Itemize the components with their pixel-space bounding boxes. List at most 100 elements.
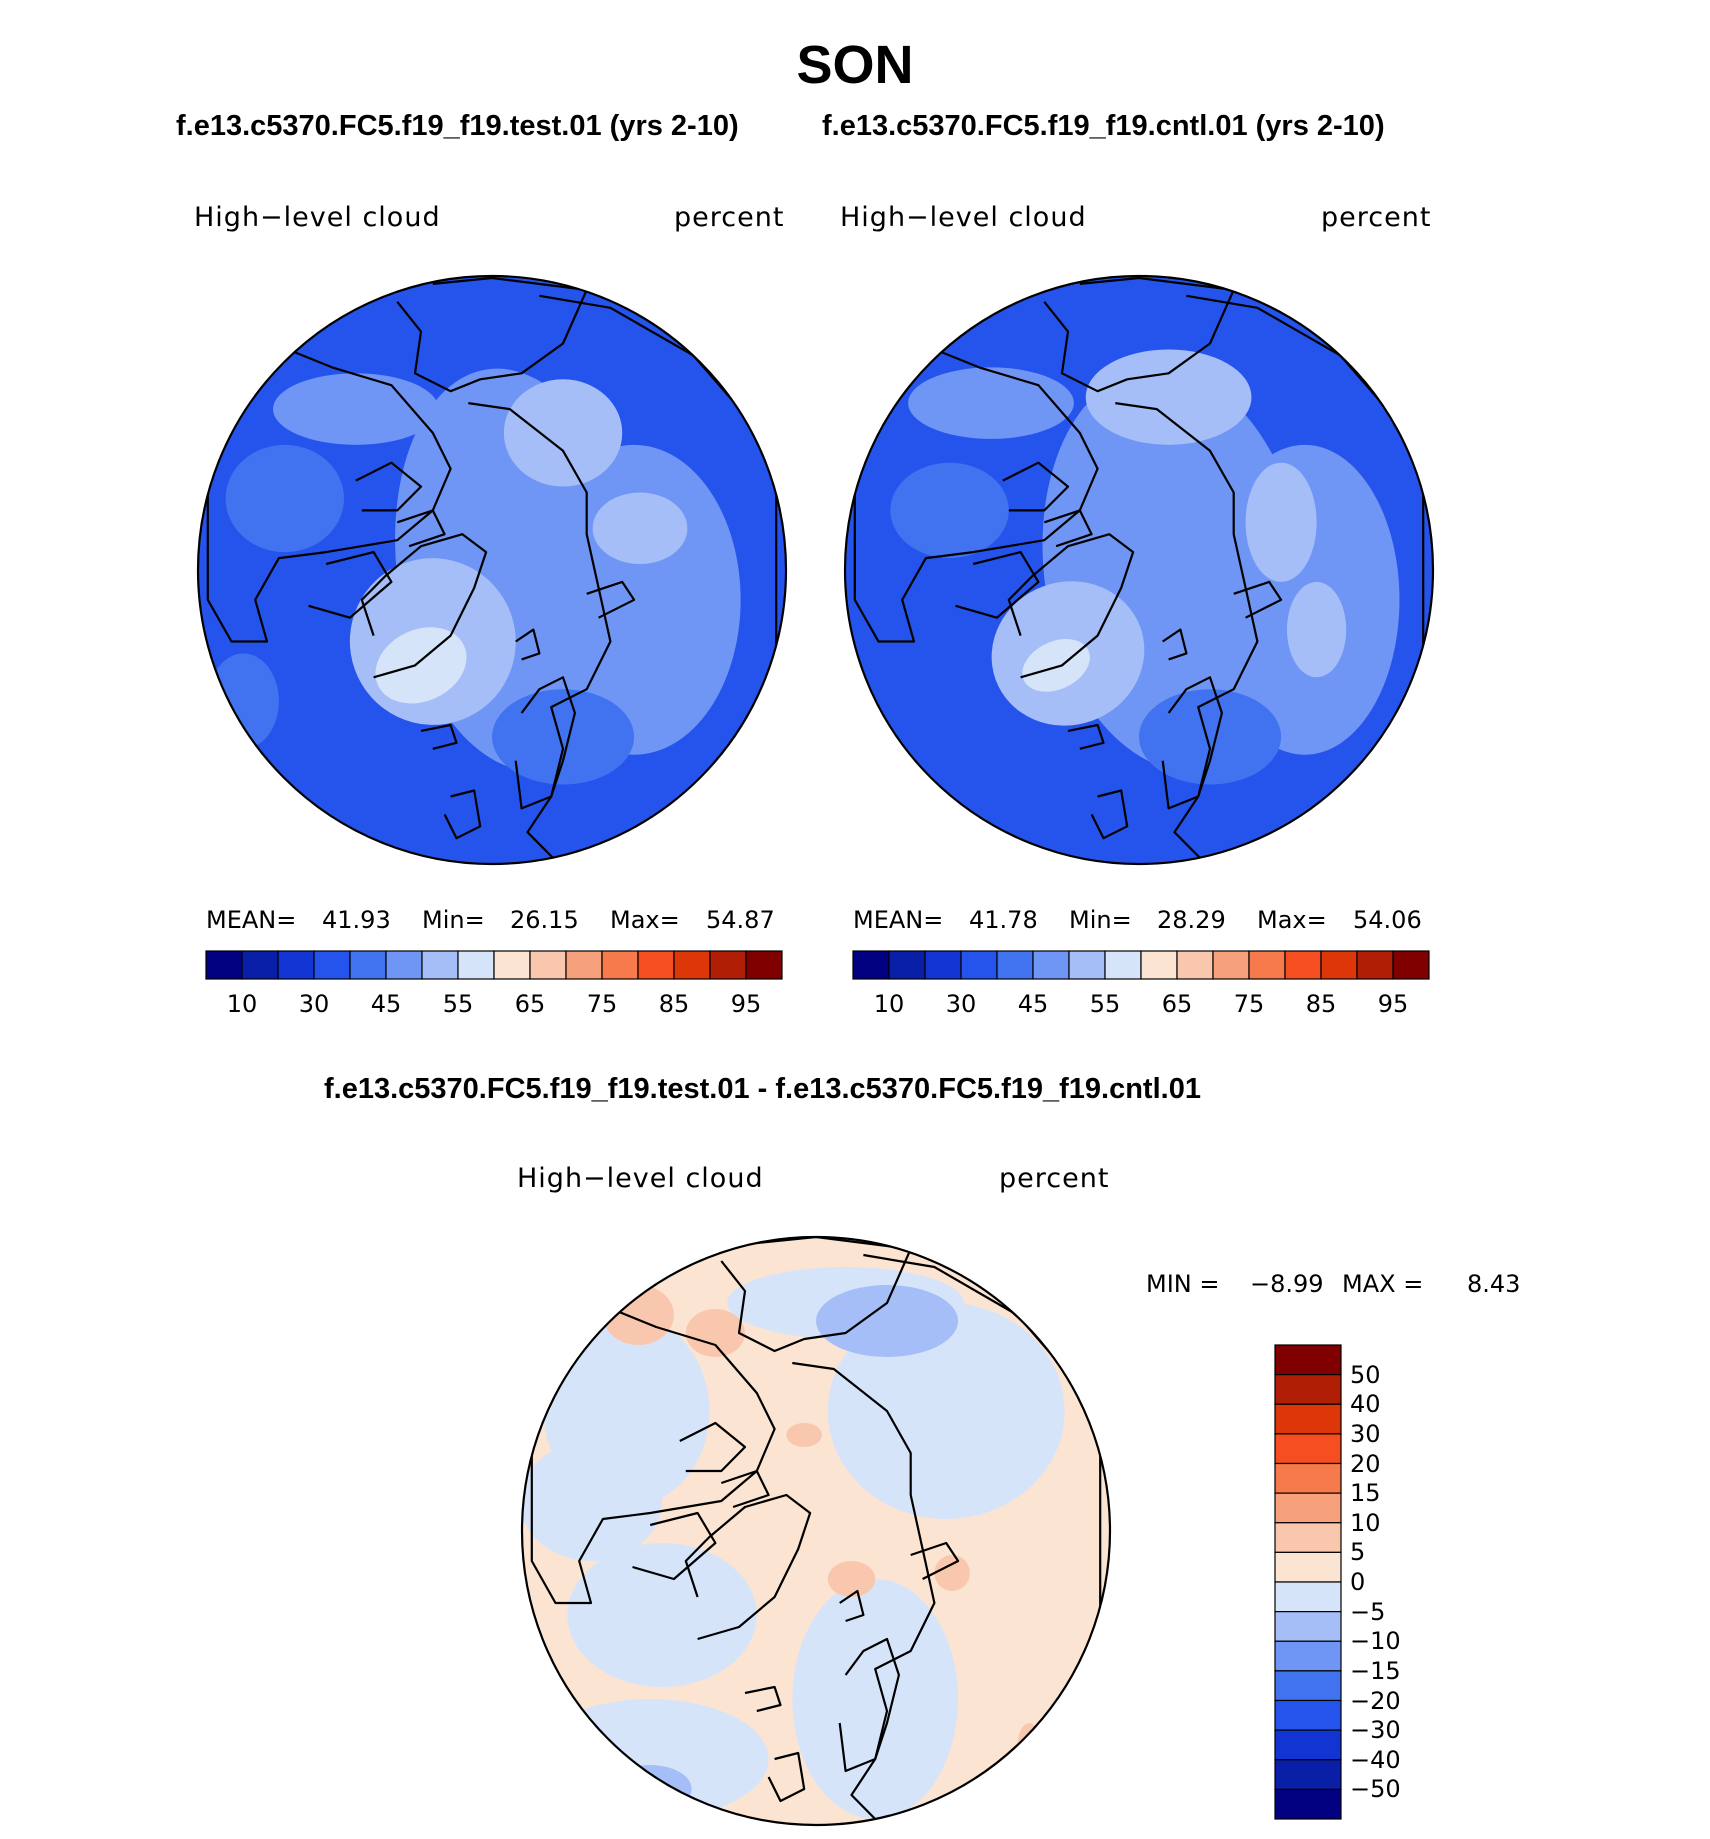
cntl-map-coastline [1162,628,1188,661]
diff-colorbar-swatch [1274,1403,1342,1435]
diff-colorbar-tick-label: 0 [1350,1568,1366,1596]
cntl-map-boundary [843,274,1435,866]
diff-map-contour-region [934,1555,970,1591]
diff-colorbar-swatch [1274,1788,1342,1820]
cntl-colorbar-tick-label: 30 [945,990,977,1018]
diff-colorbar-swatch [1274,1759,1342,1790]
diff-colorbar-tick-label: 50 [1350,1360,1381,1389]
cntl-map-coastline [853,324,1099,643]
test-colorbar-swatch [421,950,459,980]
test-map-coastline [396,509,446,548]
test-colorbar-swatch [241,950,279,980]
cntl-max-label: Max= [1257,906,1327,934]
test-min-label: Min= [422,906,485,934]
diff-map-contour-region [685,1309,745,1357]
test-map-contour-region [503,379,623,487]
cntl-map-contour-region [1139,689,1282,785]
diff-colorbar-tick-label: −5 [1350,1597,1386,1626]
diff-map-contour-region [827,1561,876,1597]
diff-max-label: MAX = [1342,1270,1424,1298]
test-colorbar-swatch [637,950,675,980]
diff-colorbar-tick-label: −15 [1350,1656,1401,1685]
test-map-coastline [206,324,452,643]
diff-min-value: −8.99 [1250,1270,1324,1298]
diff-map-contour-region [1017,1723,1041,1771]
test-colorbar-tick-label: 95 [730,990,762,1018]
diff-map-contour-region [827,1303,1065,1519]
cntl-colorbar-swatch [1284,950,1322,980]
diff-units-label: percent [999,1163,1110,1194]
cntl-map-coastline [1043,276,1235,393]
cntl-colorbar-tick-label: 85 [1305,990,1337,1018]
test-colorbar-swatch [349,950,387,980]
cntl-colorbar-swatch [1320,950,1358,980]
cntl-map-contour-region [1085,349,1252,445]
diff-colorbar-tick-label: 15 [1350,1479,1381,1508]
cntl-colorbar-swatch [960,950,998,980]
cntl-map-coastline [1233,580,1283,619]
diff-colorbar-tick-label: −40 [1350,1745,1401,1774]
test-colorbar-tick-label: 10 [226,990,258,1018]
cntl-polar-map [843,274,1435,866]
diff-colorbar-tick-label: 30 [1350,1419,1381,1448]
diff-colorbar-swatch [1274,1492,1342,1524]
cntl-colorbar-tick-label: 45 [1017,990,1049,1018]
test-polar-map [196,274,788,866]
test-map-contour-region [272,373,439,445]
diff-map-coastline [838,1637,900,1773]
cntl-colorbar-swatch [1356,950,1394,980]
diff-colorbar-swatch [1274,1433,1342,1465]
test-map-contour-region [492,689,635,785]
cntl-colorbar-tick-label: 55 [1089,990,1121,1018]
cntl-map-contour-region [1287,581,1347,678]
diff-colorbar-tick-label: −10 [1350,1627,1401,1656]
cntl-map-contour-region [908,367,1074,439]
diff-colorbar-swatch [1274,1344,1342,1376]
diff-colorbar-swatch [1274,1522,1342,1553]
test-map-coastline [420,723,458,750]
diff-map-contour-region [816,1285,959,1357]
test-map-coastline [443,789,482,840]
test-map-coastline [514,676,576,810]
test-map-coastline [515,628,541,661]
test-max-value: 54.87 [706,906,775,934]
cntl-variable-label: High−level cloud [840,202,1087,233]
diff-map-contour-region [522,1441,663,1561]
test-map-coastline [396,276,588,393]
test-map-coastline [360,533,488,679]
cntl-colorbar-tick-label: 65 [1161,990,1193,1018]
diff-colorbar-tick-label: 40 [1350,1390,1381,1419]
cntl-colorbar-swatch [1140,950,1178,980]
test-colorbar-tick-label: 30 [298,990,330,1018]
diff-colorbar-swatch [1274,1374,1342,1405]
cntl-colorbar-swatch [1068,950,1106,980]
cntl-mean-value: 41.78 [969,906,1038,934]
diff-map-coastline [720,1469,770,1509]
test-colorbar-tick-label: 45 [370,990,402,1018]
test-variable-label: High−level cloud [194,202,441,233]
diff-colorbar-swatch [1274,1699,1342,1731]
diff-variable-label: High−level cloud [517,1163,764,1194]
cntl-map-coastline [1043,509,1093,548]
diff-colorbar [1274,1344,1342,1820]
cntl-map-contour-region [1022,639,1090,692]
cntl-max-value: 54.06 [1353,906,1422,934]
diff-colorbar-tick-label: −30 [1350,1716,1401,1745]
test-map-coastline [308,551,393,619]
test-colorbar-swatch [745,950,783,980]
diff-colorbar-swatch [1274,1670,1342,1702]
diff-map-coastline [720,1237,912,1353]
test-colorbar-swatch [565,950,603,980]
test-colorbar-swatch [493,950,531,980]
cntl-colorbar [852,950,1430,980]
cntl-map-coastline [1161,676,1223,810]
cntl-map-contour-region [1245,462,1317,582]
test-colorbar-tick-label: 85 [658,990,690,1018]
cntl-colorbar-swatch [1248,950,1286,980]
test-mean-value: 41.93 [322,906,391,934]
test-colorbar-tick-label: 75 [586,990,618,1018]
diff-colorbar-tick-label: −20 [1350,1686,1401,1715]
diff-map-coastline [684,1493,812,1641]
diff-colorbar-tick-label: −50 [1350,1775,1401,1804]
diff-map-contour-region [792,1579,959,1819]
